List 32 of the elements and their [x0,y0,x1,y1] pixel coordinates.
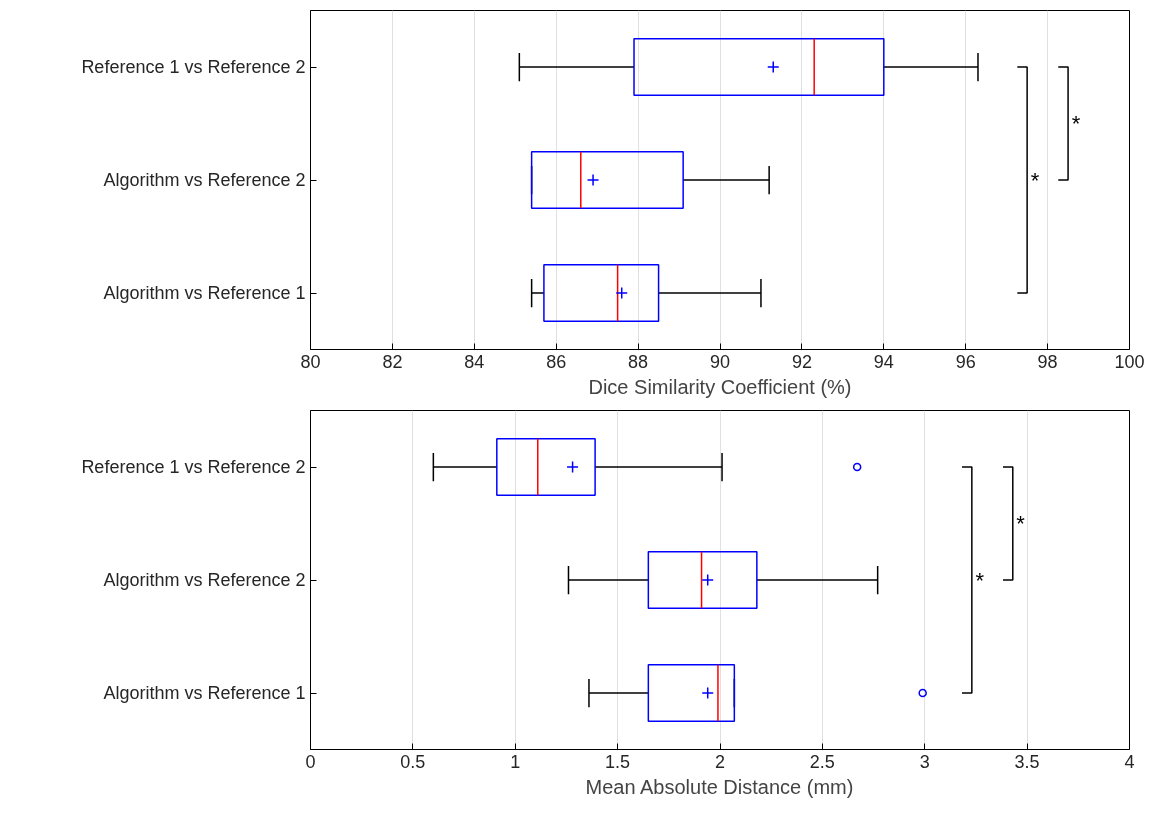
x-tick-label: 94 [873,351,894,372]
x-tick-label: 1 [510,751,521,772]
x-tick-label: 3.5 [1014,751,1040,772]
x-tick-label: 84 [464,351,485,372]
y-tick-label: Algorithm vs Reference 2 [103,170,306,190]
annotation: * [1016,511,1026,536]
x-tick-label: 4 [1124,751,1135,772]
annotation: * [1071,111,1081,136]
x-tick-label: 2 [714,751,726,772]
x-tick-label: 86 [546,351,567,372]
x-axis-title: Dice Similarity Coefficient (%) [588,375,852,398]
y-tick-label: Algorithm vs Reference 1 [103,683,306,703]
x-tick-label: 90 [709,351,731,372]
x-tick-label: 100 [1114,351,1145,372]
x-axis-title: Mean Absolute Distance (mm) [585,775,854,798]
y-tick-label: Reference 1 vs Reference 2 [81,57,306,77]
x-tick-label: 0 [305,751,316,772]
x-tick-label: 80 [300,351,321,372]
x-tick-label: 88 [628,351,649,372]
x-tick-label: 1.5 [605,751,631,772]
x-tick-label: 96 [955,351,976,372]
annotation: * [975,567,985,593]
y-tick-label: Algorithm vs Reference 2 [103,570,306,590]
x-tick-label: 3 [919,751,930,772]
y-tick-label: Algorithm vs Reference 1 [103,283,306,303]
annotation: * [1030,167,1040,193]
x-tick-label: 92 [791,351,812,372]
x-tick-label: 98 [1037,351,1058,372]
x-tick-label: 82 [382,351,403,372]
y-tick-label: Reference 1 vs Reference 2 [81,457,306,477]
x-tick-label: 0.5 [400,751,426,772]
x-tick-label: 2.5 [809,751,835,772]
